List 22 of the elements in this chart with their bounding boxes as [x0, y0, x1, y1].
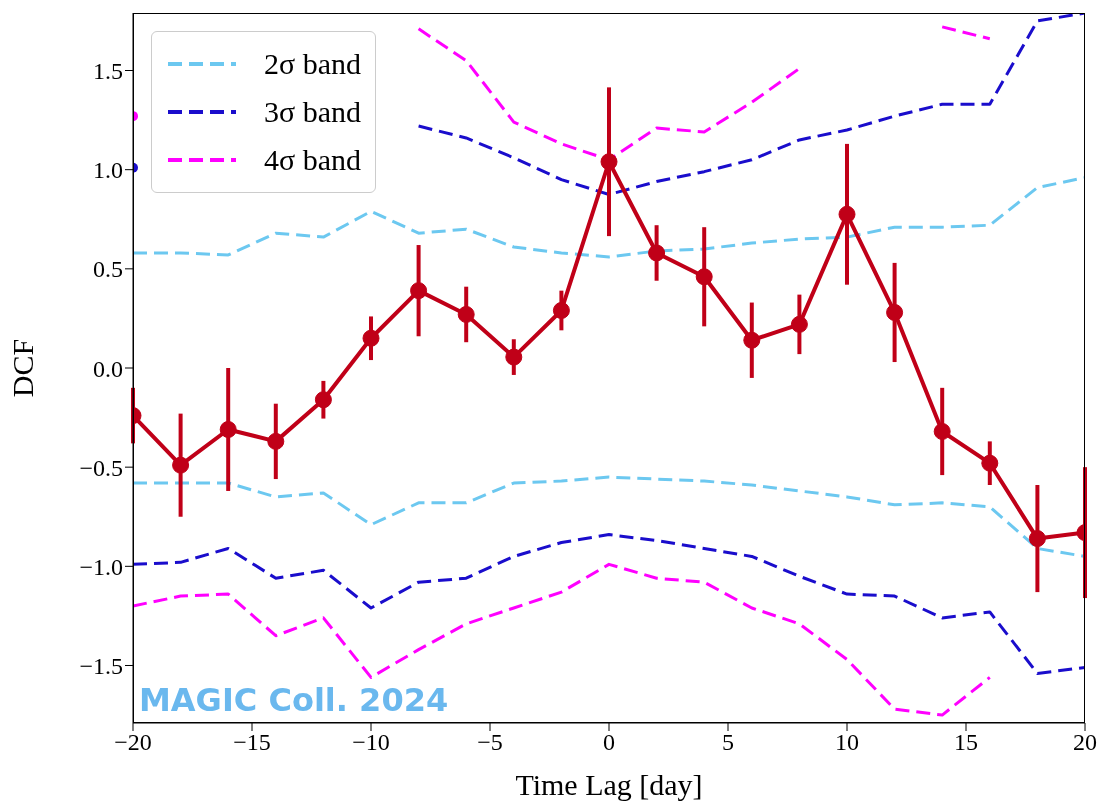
y-tick-label: 0.5 [93, 256, 123, 283]
x-tick-label: −20 [114, 729, 152, 756]
legend-label: 4σ band [264, 143, 361, 177]
x-tick-label: −5 [477, 729, 503, 756]
x-tick-label: 5 [722, 729, 734, 756]
annotation: MAGIC Coll. 2024 [139, 681, 449, 719]
y-axis-title: DCF [5, 338, 39, 398]
x-tick-label: 0 [603, 729, 615, 756]
y-tick-label: −0.5 [79, 454, 123, 481]
y-tick-label: −1.0 [79, 553, 123, 580]
y-tick-label: 1.5 [93, 58, 123, 85]
x-tick-label: 10 [835, 729, 859, 756]
y-tick-label: −1.5 [79, 653, 123, 680]
y-tick-label: 1.0 [93, 157, 123, 184]
legend-label: 2σ band [264, 47, 361, 81]
x-tick-label: 20 [1073, 729, 1097, 756]
legend-label: 3σ band [264, 95, 361, 129]
x-axis-title: Time Lag [day] [515, 768, 703, 801]
x-tick-label: −10 [352, 729, 390, 756]
x-tick-label: −15 [233, 729, 271, 756]
y-tick-label: 0.0 [93, 355, 123, 382]
x-tick-label: 15 [954, 729, 978, 756]
